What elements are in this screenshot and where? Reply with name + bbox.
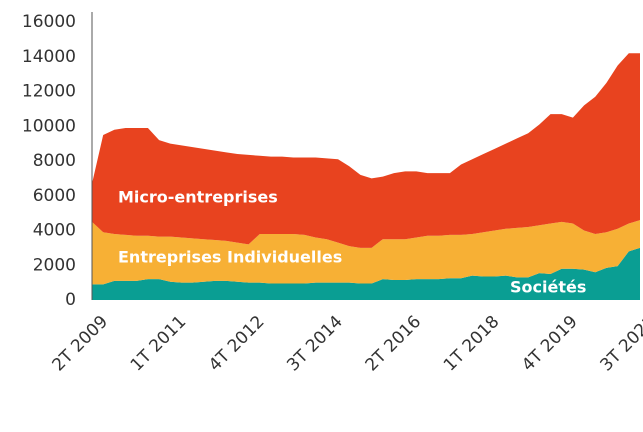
y-tick-label: 6000	[33, 186, 76, 206]
x-tick-label: 2T 2009	[48, 312, 112, 376]
area	[92, 247, 640, 300]
x-tick-label: 3T 2014	[283, 312, 347, 376]
y-tick-label: 8000	[33, 151, 76, 171]
y-tick-label: 14000	[22, 47, 76, 67]
y-tick-label: 4000	[33, 221, 76, 241]
x-tick-label: 1T 2018	[440, 312, 504, 376]
y-tick-label: 2000	[33, 255, 76, 275]
series-label: Micro-entreprises	[118, 188, 278, 207]
y-tick-label: 0	[65, 290, 76, 310]
x-tick-label: 2T 2016	[362, 312, 426, 376]
y-tick-label: 12000	[22, 82, 76, 102]
series-label: Entreprises Individuelles	[118, 248, 342, 267]
area	[92, 220, 640, 285]
y-tick-label: 16000	[22, 12, 76, 32]
area	[92, 53, 640, 248]
x-tick-label: 4T 2019	[518, 312, 582, 376]
x-tick-label: 3T 2021	[596, 312, 643, 376]
x-tick-label: 1T 2011	[127, 312, 191, 376]
x-tick-label: 4T 2012	[205, 312, 269, 376]
series-label: Sociétés	[510, 278, 586, 297]
y-tick-label: 10000	[22, 116, 76, 136]
